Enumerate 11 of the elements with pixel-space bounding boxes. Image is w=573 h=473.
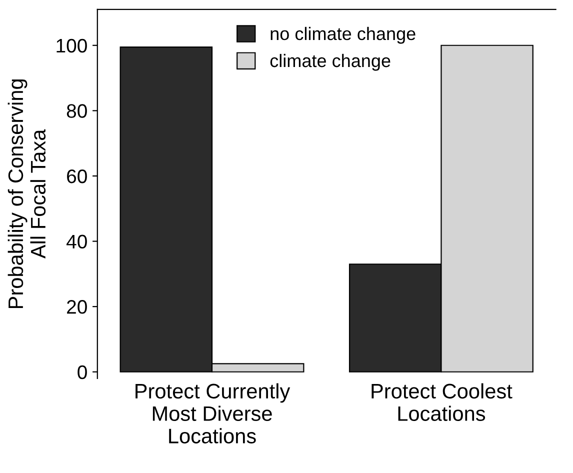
y-tick-label: 20	[67, 300, 87, 314]
y-tick-label: 80	[66, 104, 87, 118]
x-tick-label: Protect Currently Most Diverse Locations	[136, 383, 290, 444]
y-tick-label: 0	[78, 365, 87, 380]
x-tick-label: Protect Coolest Locations	[372, 383, 512, 422]
y-tick-label: 60	[67, 169, 87, 184]
y-axis-title: Probability of Conserving All Focal Taxa	[8, 79, 46, 308]
y-tick-label: 100	[56, 38, 87, 53]
legend-label: no climate change	[270, 26, 416, 44]
legend-label: climate change	[270, 54, 390, 71]
y-tick-label: 40	[66, 234, 87, 249]
